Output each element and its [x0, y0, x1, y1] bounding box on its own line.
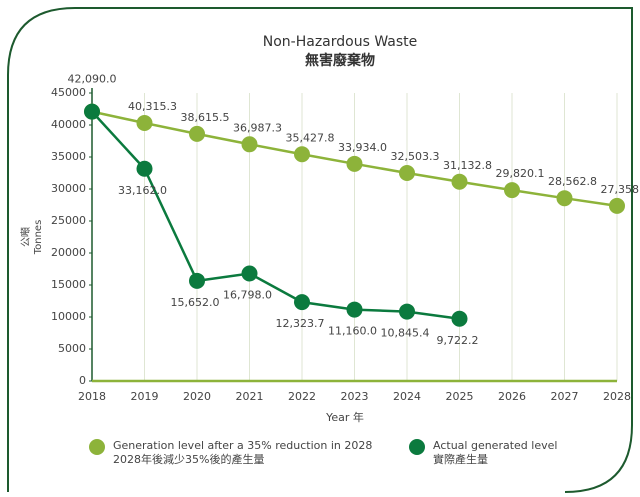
point [136, 114, 153, 131]
x-tick-label: 2023 [341, 390, 369, 403]
x-tick-label: 2027 [551, 390, 579, 403]
data-label: 38,615.5 [181, 111, 230, 124]
x-tick-label: 2018 [78, 390, 106, 403]
point [399, 164, 415, 181]
y-tick-label: 5000 [58, 342, 86, 355]
y-tick-label: 45000 [51, 86, 86, 99]
data-label: 42,090.0 [68, 73, 117, 86]
x-tick-label: 2025 [446, 390, 474, 403]
data-label: 29,820.1 [496, 167, 545, 180]
point [346, 155, 363, 172]
data-label: 33,162.0 [118, 184, 167, 197]
point [294, 146, 310, 163]
chart-subtitle: 無害廢棄物 [305, 52, 375, 69]
x-tick-label: 2024 [393, 390, 421, 403]
point [451, 310, 468, 327]
data-label: 16,798.0 [223, 288, 272, 301]
data-label: 40,315.3 [128, 100, 177, 113]
x-axis-label: Year 年 [325, 410, 364, 424]
point [399, 303, 415, 320]
data-label: 10,845.4 [381, 327, 430, 340]
y-tick-label: 40000 [51, 118, 86, 131]
point [189, 125, 205, 142]
point [346, 301, 363, 318]
legend-swatch [409, 439, 425, 455]
point [451, 173, 468, 190]
frame [7, 7, 633, 493]
x-tick-label: 2026 [498, 390, 526, 403]
data-label: 15,652.0 [171, 296, 220, 309]
y-axis-label: Tonnes [33, 220, 44, 256]
point [504, 182, 520, 199]
point [241, 265, 258, 282]
legend-label: Actual generated level 實際產生量 [433, 439, 558, 466]
x-tick-label: 2020 [183, 390, 211, 403]
y-tick-label: 20000 [51, 246, 86, 259]
data-label: 27,358.5 [601, 183, 640, 196]
y-tick-label: 25000 [51, 214, 86, 227]
y-tick-label: 30000 [51, 182, 86, 195]
x-tick-label: 2019 [131, 390, 159, 403]
point [189, 272, 205, 289]
series-line [91, 110, 460, 321]
point [84, 103, 100, 120]
point [294, 294, 310, 311]
x-tick-label: 2021 [236, 390, 264, 403]
y-tick-label: 0 [79, 374, 86, 387]
y-tick-label: 35000 [51, 150, 86, 163]
x-tick-label: 2022 [288, 390, 316, 403]
data-label: 12,323.7 [276, 317, 325, 330]
legend-swatch [89, 439, 105, 455]
data-label: 36,987.3 [233, 121, 282, 134]
data-label: 31,132.8 [443, 159, 492, 172]
data-label: 35,427.8 [286, 131, 335, 144]
point [609, 197, 625, 214]
data-label: 28,562.8 [548, 175, 597, 188]
point [136, 160, 153, 177]
point [556, 190, 573, 207]
data-label: 9,722.2 [437, 334, 479, 347]
chart-title: Non-Hazardous Waste [263, 34, 418, 50]
data-label: 33,934.0 [338, 141, 387, 154]
y-axis-label: 公噸 [19, 227, 32, 247]
data-label: 32,503.3 [391, 150, 440, 163]
y-tick-label: 10000 [51, 310, 86, 323]
data-label: 11,160.0 [328, 325, 377, 338]
legend-label: Generation level after a 35% reduction i… [113, 439, 373, 466]
y-tick-label: 15000 [51, 278, 86, 291]
x-tick-label: 2028 [603, 390, 631, 403]
point [241, 136, 258, 153]
